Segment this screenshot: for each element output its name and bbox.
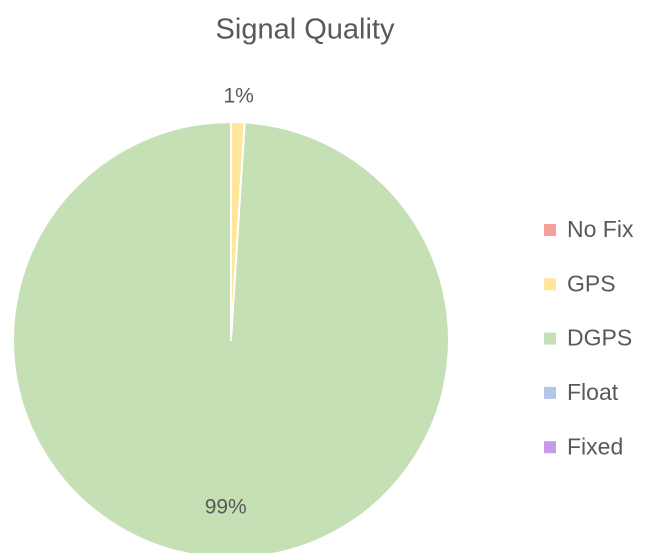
legend-swatch xyxy=(544,386,556,399)
pie-slice xyxy=(12,121,450,553)
legend-swatch xyxy=(544,278,556,291)
legend-label: Float xyxy=(567,379,619,405)
legend-label: GPS xyxy=(567,270,616,296)
data-label: 1% xyxy=(223,85,253,108)
legend-swatch xyxy=(544,224,556,236)
data-label: 99% xyxy=(205,495,247,518)
legend-label: DGPS xyxy=(567,325,632,351)
legend-swatch xyxy=(544,441,556,454)
chart-title: Signal Quality xyxy=(216,14,395,46)
legend-swatch xyxy=(544,332,556,345)
legend-label: Fixed xyxy=(567,433,623,459)
legend-label: No Fix xyxy=(567,216,634,242)
